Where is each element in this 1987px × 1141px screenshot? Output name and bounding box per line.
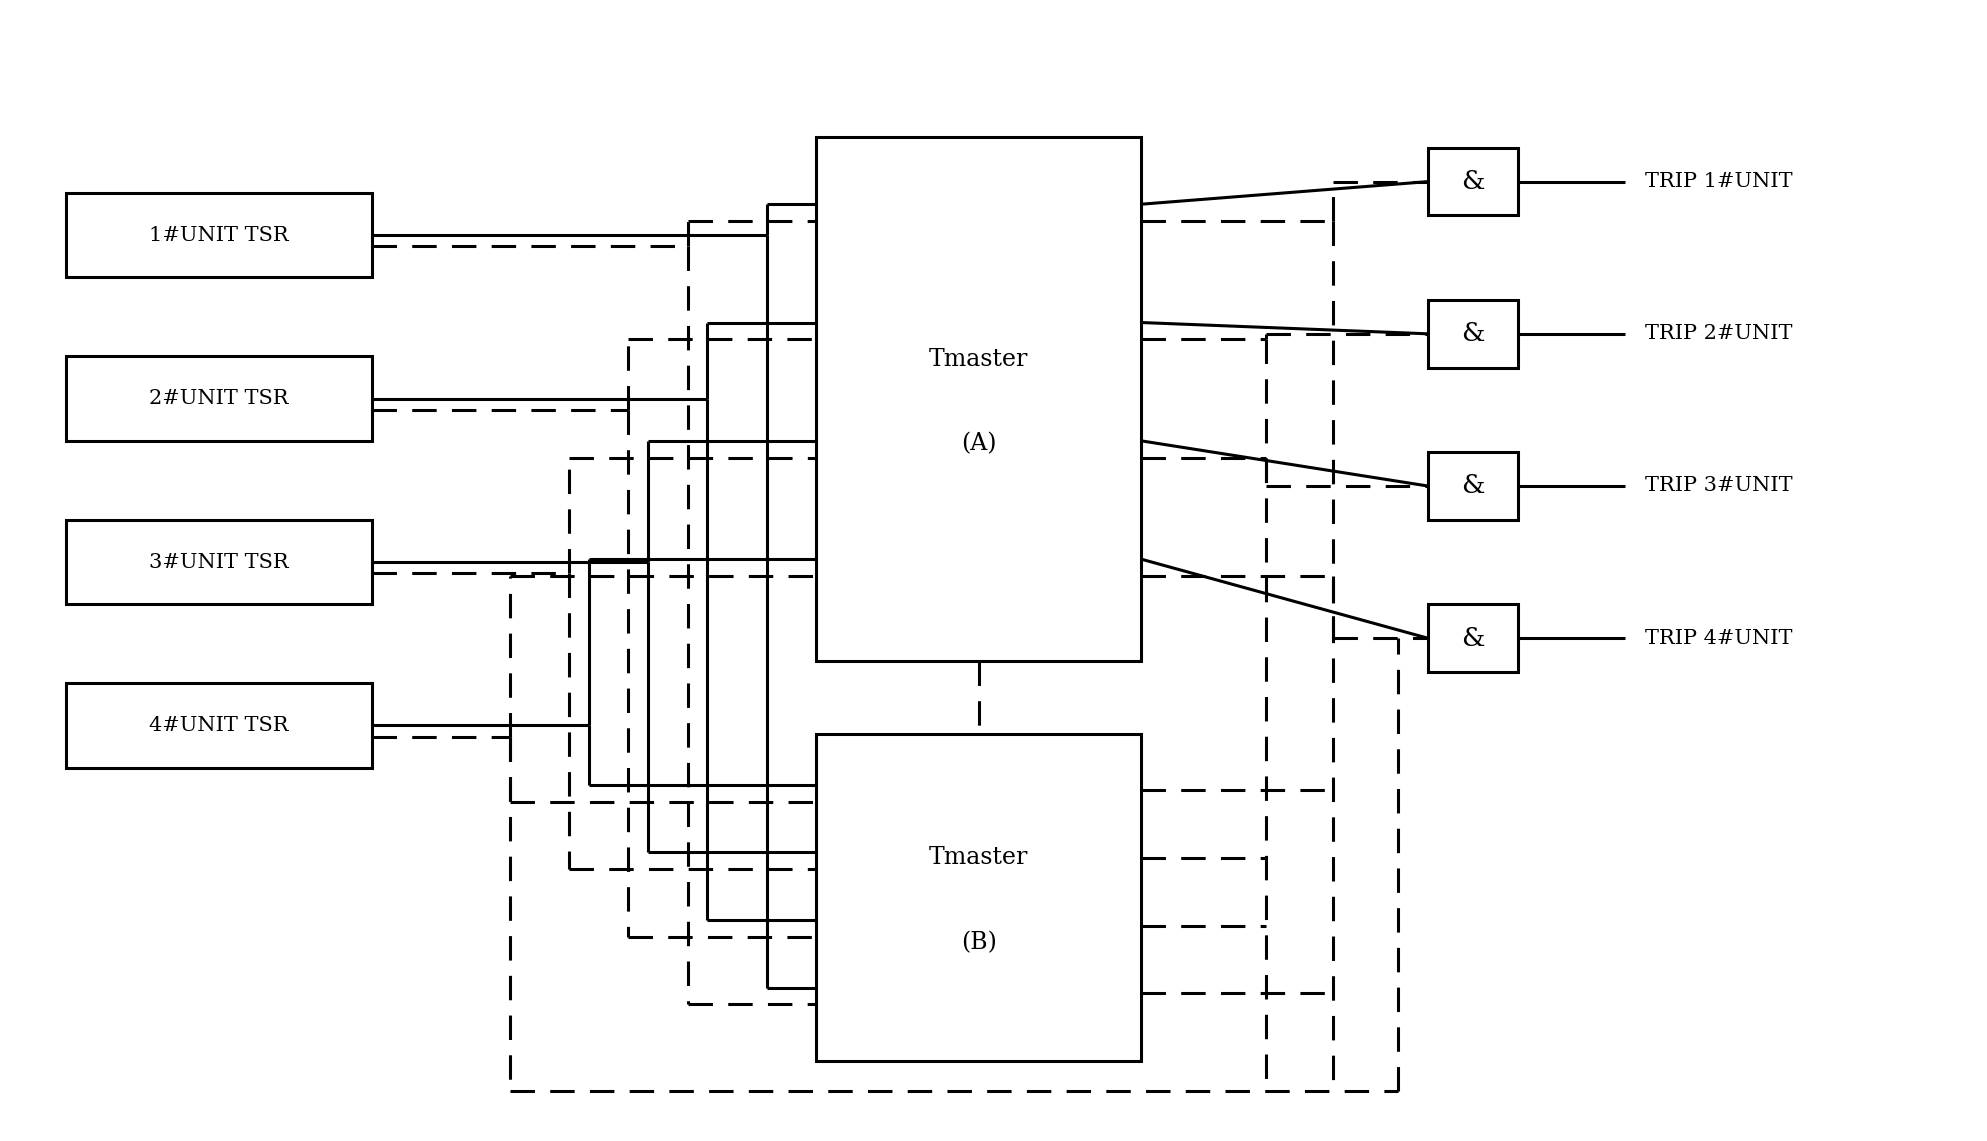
Text: Tmaster: Tmaster	[930, 348, 1029, 371]
Bar	[817, 137, 1141, 661]
Bar	[66, 520, 372, 605]
Text: TRIP 1#UNIT: TRIP 1#UNIT	[1645, 172, 1792, 192]
Text: Tmaster: Tmaster	[930, 847, 1029, 869]
Bar	[1427, 300, 1518, 367]
Text: &: &	[1460, 625, 1484, 650]
Text: TRIP 2#UNIT: TRIP 2#UNIT	[1645, 324, 1792, 343]
Bar	[1427, 148, 1518, 216]
Text: 4#UNIT TSR: 4#UNIT TSR	[149, 717, 288, 735]
Bar	[1427, 605, 1518, 672]
Bar	[1427, 452, 1518, 520]
Bar	[66, 193, 372, 277]
Text: &: &	[1460, 322, 1484, 347]
Text: (A): (A)	[962, 432, 995, 455]
Text: 3#UNIT TSR: 3#UNIT TSR	[149, 552, 288, 572]
Text: TRIP 3#UNIT: TRIP 3#UNIT	[1645, 477, 1792, 495]
Bar	[66, 683, 372, 768]
Text: &: &	[1460, 169, 1484, 194]
Text: 2#UNIT TSR: 2#UNIT TSR	[149, 389, 288, 408]
Text: (B): (B)	[962, 931, 997, 954]
Text: TRIP 4#UNIT: TRIP 4#UNIT	[1645, 629, 1792, 648]
Text: &: &	[1460, 474, 1484, 499]
Bar	[66, 356, 372, 440]
Bar	[817, 734, 1141, 1061]
Text: 1#UNIT TSR: 1#UNIT TSR	[149, 226, 288, 244]
